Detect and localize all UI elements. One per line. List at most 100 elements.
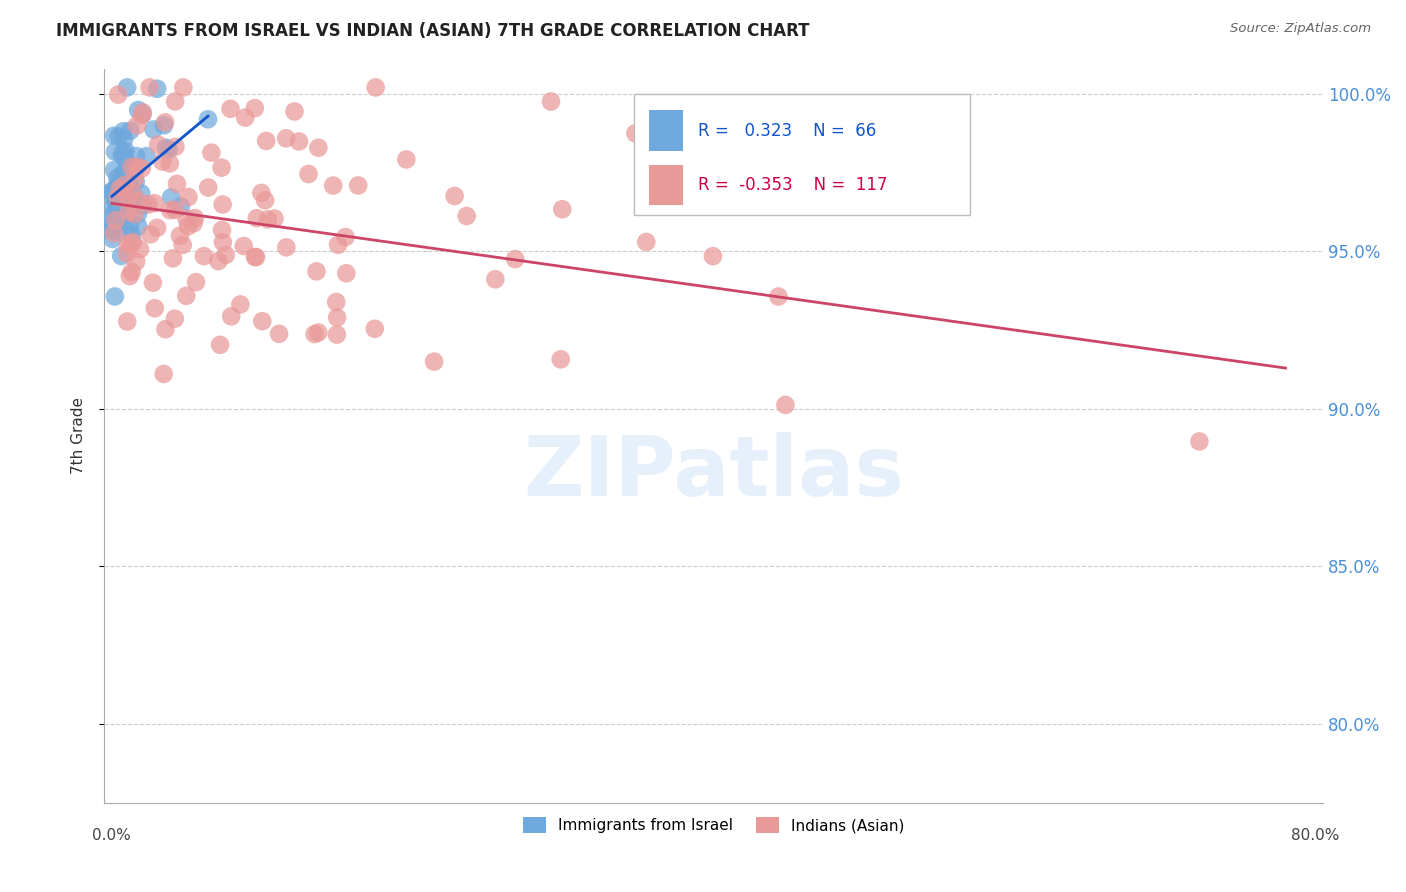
Point xyxy=(125,149,148,163)
Point xyxy=(114,144,136,158)
Point xyxy=(176,211,198,226)
Point xyxy=(702,249,724,263)
Point xyxy=(165,140,187,154)
Point xyxy=(105,182,128,196)
Point xyxy=(120,219,142,233)
Point xyxy=(155,141,177,155)
Point xyxy=(103,200,125,214)
Point xyxy=(124,175,146,189)
Point xyxy=(129,242,152,256)
Point xyxy=(115,80,138,95)
Point xyxy=(120,238,142,252)
Point xyxy=(131,107,153,121)
Point xyxy=(233,111,256,125)
Point xyxy=(103,163,125,178)
Point xyxy=(101,209,124,223)
Point xyxy=(127,103,149,117)
Point xyxy=(162,252,184,266)
Point xyxy=(115,314,138,328)
Point xyxy=(138,80,160,95)
Point xyxy=(132,105,155,120)
Point xyxy=(112,124,135,138)
Point xyxy=(107,177,129,191)
Point xyxy=(166,177,188,191)
Point xyxy=(165,202,187,217)
Point xyxy=(132,198,155,212)
Point xyxy=(121,265,143,279)
Point xyxy=(117,177,139,191)
Point xyxy=(101,190,124,204)
Point xyxy=(177,190,200,204)
Point xyxy=(211,223,233,237)
Legend: Immigrants from Israel, Indians (Asian): Immigrants from Israel, Indians (Asian) xyxy=(517,811,911,839)
Point xyxy=(219,310,242,324)
Point xyxy=(364,322,387,336)
Point xyxy=(139,227,162,242)
Point xyxy=(768,289,790,303)
Point xyxy=(169,228,191,243)
Point xyxy=(101,222,124,236)
Point xyxy=(215,248,238,262)
Point xyxy=(276,240,298,254)
Point xyxy=(624,126,647,140)
Point xyxy=(101,185,124,199)
Point xyxy=(101,217,124,231)
Point xyxy=(160,190,183,204)
Text: IMMIGRANTS FROM ISRAEL VS INDIAN (ASIAN) 7TH GRADE CORRELATION CHART: IMMIGRANTS FROM ISRAEL VS INDIAN (ASIAN)… xyxy=(56,22,810,40)
Point xyxy=(443,189,465,203)
Point xyxy=(110,211,132,225)
Point xyxy=(197,112,219,127)
Point xyxy=(229,297,252,311)
Point xyxy=(118,204,141,219)
Point xyxy=(115,154,138,169)
Point xyxy=(121,228,143,243)
Point xyxy=(184,211,207,226)
Point xyxy=(129,186,152,201)
Point xyxy=(165,95,187,109)
Point xyxy=(326,237,349,252)
Point xyxy=(157,143,180,157)
Point xyxy=(219,102,242,116)
Point xyxy=(326,327,349,342)
Point xyxy=(288,135,311,149)
Point xyxy=(107,178,129,192)
Point xyxy=(118,269,141,284)
Point xyxy=(127,207,149,221)
Point xyxy=(326,310,349,325)
Point xyxy=(103,128,125,143)
Point xyxy=(322,178,344,193)
Point xyxy=(115,246,138,260)
Point xyxy=(484,272,506,286)
Point xyxy=(107,199,129,213)
Point xyxy=(128,194,150,209)
FancyBboxPatch shape xyxy=(634,95,970,215)
Point xyxy=(112,166,135,180)
Point xyxy=(103,184,125,198)
Point xyxy=(335,230,357,244)
Point xyxy=(101,223,124,237)
Point xyxy=(117,236,139,251)
Text: R =  -0.353    N =  117: R = -0.353 N = 117 xyxy=(697,176,887,194)
Point xyxy=(127,160,149,174)
Point xyxy=(104,289,127,303)
Point xyxy=(1188,434,1211,449)
Point xyxy=(243,101,266,115)
Point xyxy=(136,197,159,211)
Point xyxy=(184,275,207,289)
Point xyxy=(276,131,298,145)
Point xyxy=(104,194,127,208)
Point xyxy=(107,190,129,204)
Point xyxy=(304,327,326,342)
Point xyxy=(143,196,166,211)
Point xyxy=(257,212,280,227)
Point xyxy=(193,249,215,263)
Point xyxy=(456,209,478,223)
Point xyxy=(118,178,141,193)
Point xyxy=(335,266,357,280)
Point xyxy=(104,213,127,227)
Point xyxy=(107,129,129,144)
Point xyxy=(114,178,136,192)
Point xyxy=(107,87,129,102)
Point xyxy=(152,367,174,381)
Point xyxy=(121,160,143,174)
